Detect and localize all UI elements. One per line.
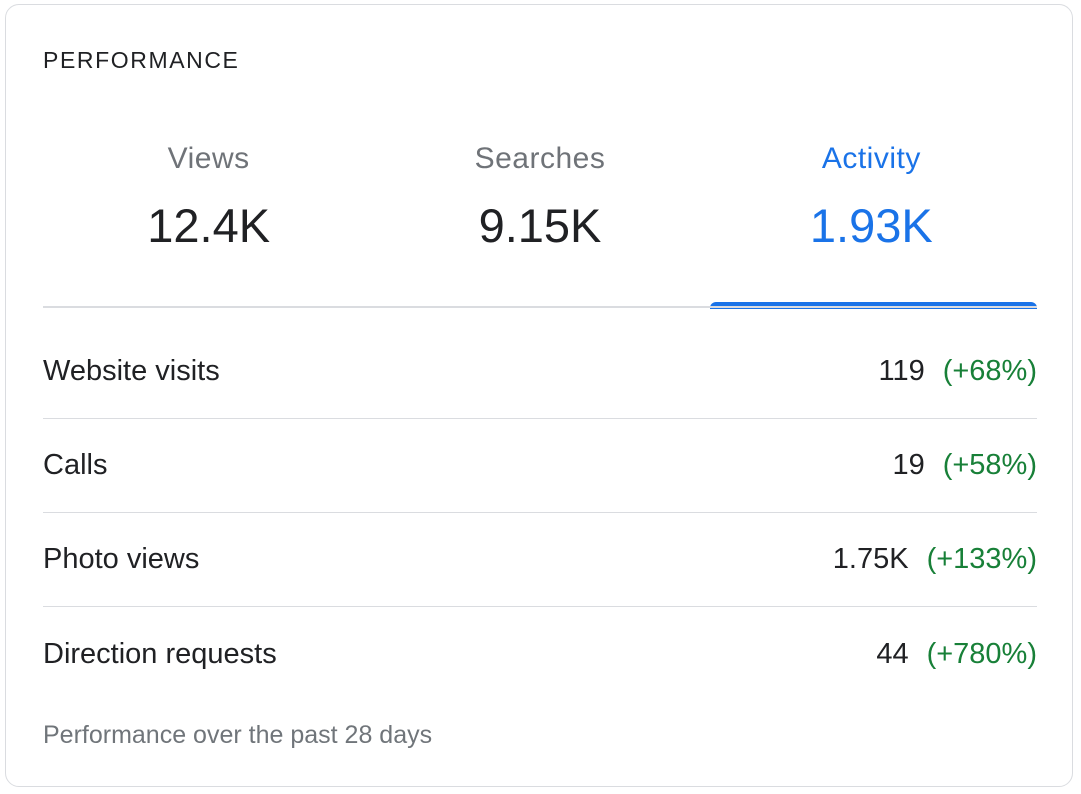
metric-value: 44 bbox=[876, 637, 909, 670]
tab-label: Searches bbox=[474, 142, 606, 175]
card-title: PERFORMANCE bbox=[43, 47, 240, 73]
metric-tabs: Views 12.4K Searches 9.15K Activity 1.93… bbox=[43, 129, 1037, 309]
metric-label: Calls bbox=[43, 449, 108, 481]
metric-value: 19 bbox=[892, 449, 925, 481]
metric-change: (+780%) bbox=[926, 637, 1037, 670]
metric-label: Website visits bbox=[43, 354, 220, 387]
metric-value: 119 bbox=[878, 354, 925, 387]
performance-card: PERFORMANCE Views 12.4K Searches 9.15K A… bbox=[5, 4, 1073, 787]
tab-value: 1.93K bbox=[809, 199, 933, 252]
metric-change: (+133%) bbox=[926, 543, 1037, 575]
active-tab-indicator bbox=[709, 302, 1037, 309]
metric-label: Photo views bbox=[43, 543, 200, 575]
tab-value: 12.4K bbox=[147, 199, 271, 252]
tab-label: Activity bbox=[821, 142, 921, 175]
metric-row-calls: Calls 19 (+58%) bbox=[43, 419, 1037, 513]
tab-value: 9.15K bbox=[478, 199, 602, 252]
metric-row-direction-requests: Direction requests 44 (+780%) bbox=[43, 607, 1037, 701]
tab-label: Views bbox=[167, 142, 250, 175]
metric-change: (+68%) bbox=[942, 354, 1037, 387]
tabs-divider bbox=[43, 306, 1037, 308]
metric-label: Direction requests bbox=[43, 637, 277, 670]
metric-value: 1.75K bbox=[832, 543, 909, 575]
tab-searches[interactable]: Searches 9.15K bbox=[374, 129, 705, 307]
tab-activity[interactable]: Activity 1.93K bbox=[706, 129, 1037, 309]
metrics-list: Website visits 119 (+68%) Calls 19 (+58%… bbox=[43, 308, 1037, 701]
metric-row-website-visits: Website visits 119 (+68%) bbox=[43, 308, 1037, 419]
tab-views[interactable]: Views 12.4K bbox=[43, 129, 374, 307]
period-footnote: Performance over the past 28 days bbox=[43, 721, 433, 749]
metric-row-photo-views: Photo views 1.75K (+133%) bbox=[43, 513, 1037, 607]
metric-change: (+58%) bbox=[942, 449, 1037, 481]
